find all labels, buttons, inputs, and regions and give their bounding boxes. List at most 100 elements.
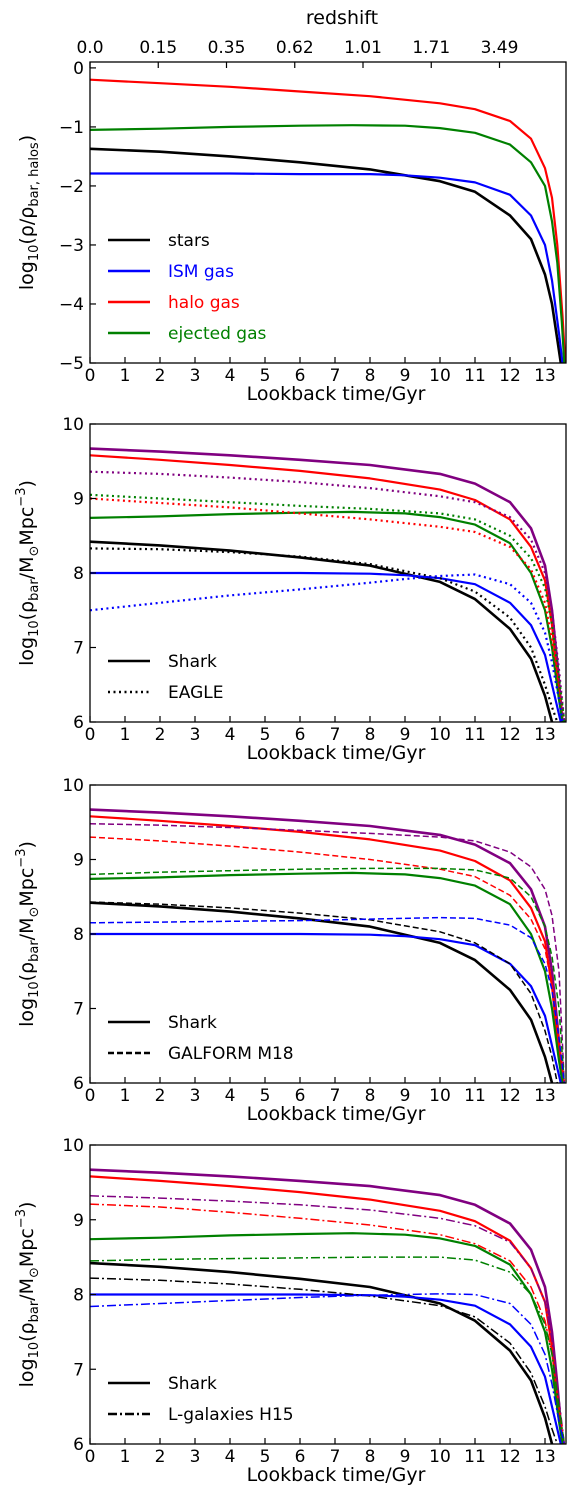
y-tick-label: 0 — [73, 59, 84, 79]
series-line-8 — [90, 493, 566, 722]
legend-label: EAGLE — [168, 683, 223, 703]
series-line-8 — [90, 1256, 566, 1444]
x-tick-label: 1 — [120, 1086, 131, 1106]
y-tick-label: −1 — [59, 118, 84, 138]
x-tick-label: 0 — [85, 725, 96, 745]
x-tick-label: 11 — [464, 725, 486, 745]
series-line-5 — [90, 932, 562, 1083]
x-tick-label: 1 — [120, 725, 131, 745]
legend-label: ejected gas — [168, 324, 267, 344]
series-line-3 — [90, 78, 566, 363]
redshift-tick-label: 3.49 — [481, 38, 519, 58]
series-line-2 — [90, 815, 564, 1083]
x-tick-label: 2 — [155, 725, 166, 745]
series-line-1 — [90, 147, 563, 363]
y-tick-label: 10 — [62, 776, 84, 796]
series-group — [90, 78, 566, 363]
x-tick-label: 9 — [400, 725, 411, 745]
series-line-5 — [90, 1293, 562, 1444]
redshift-tick-label: 0.0 — [76, 38, 103, 58]
x-tick-label: 4 — [225, 725, 236, 745]
top-axis-label: redshift — [306, 7, 378, 29]
series-line-1 — [90, 1168, 564, 1444]
y-tick-label: 6 — [73, 713, 84, 733]
x-tick-label: 0 — [85, 1447, 96, 1467]
series-line-7 — [90, 1203, 566, 1444]
x-axis-label: Lookback time/Gyr — [247, 1464, 426, 1486]
x-tick-label: 8 — [365, 725, 376, 745]
legend: stars ISM gas halo gas ejected gas — [108, 231, 267, 344]
series-group — [90, 447, 566, 722]
series-line-1 — [90, 808, 564, 1083]
plot-frame — [89, 61, 567, 364]
series-line-2 — [90, 454, 564, 722]
redshift-tick-label: 1.71 — [412, 38, 450, 58]
x-tick-label: 7 — [330, 1086, 341, 1106]
y-tick-label: −4 — [59, 295, 84, 315]
series-line-4 — [90, 901, 554, 1083]
x-tick-label: 13 — [534, 366, 556, 386]
y-tick-label: −3 — [59, 236, 84, 256]
legend-label: halo gas — [168, 293, 240, 313]
series-line-2 — [90, 172, 564, 363]
x-tick-label: 10 — [429, 725, 451, 745]
y-tick-label: 6 — [73, 1435, 84, 1455]
y-tick-label: 8 — [73, 1286, 84, 1306]
y-tick-label: 8 — [73, 925, 84, 945]
y-tick-label: 9 — [73, 851, 84, 871]
series-line-3 — [90, 871, 564, 1083]
y-tick-label: 9 — [73, 490, 84, 510]
x-tick-label: 2 — [155, 1447, 166, 1467]
x-tick-label: 12 — [499, 1447, 521, 1467]
x-axis-label: Lookback time/Gyr — [247, 742, 426, 764]
x-tick-label: 4 — [225, 366, 236, 386]
x-tick-label: 5 — [260, 366, 271, 386]
y-axis-label: log10(ρ/ρbar, halos) — [16, 135, 42, 290]
legend: Shark EAGLE — [108, 652, 223, 703]
series-line-9 — [90, 1277, 559, 1444]
x-tick-label: 5 — [260, 725, 271, 745]
x-tick-label: 11 — [464, 366, 486, 386]
series-group — [90, 808, 566, 1083]
legend-label: Shark — [168, 1013, 217, 1033]
series-line-6 — [90, 470, 566, 722]
redshift-tick-label: 0.35 — [208, 38, 246, 58]
x-tick-label: 13 — [534, 1086, 556, 1106]
series-line-9 — [90, 547, 559, 722]
series-line-10 — [90, 1293, 566, 1444]
x-tick-label: 12 — [499, 725, 521, 745]
legend-label: stars — [168, 231, 210, 251]
x-tick-label: 8 — [365, 1447, 376, 1467]
series-line-6 — [90, 822, 566, 1083]
series-line-6 — [90, 1195, 566, 1444]
y-tick-label: 6 — [73, 1074, 84, 1094]
series-line-2 — [90, 1175, 564, 1444]
y-tick-label: −2 — [59, 177, 84, 197]
x-tick-label: 1 — [120, 366, 131, 386]
legend-label: GALFORM M18 — [168, 1044, 294, 1064]
series-line-4 — [90, 540, 554, 722]
legend-label: Shark — [168, 652, 217, 672]
y-tick-label: 10 — [62, 1136, 84, 1156]
legend: Shark L-galaxies H15 — [108, 1374, 294, 1425]
x-axis-label: Lookback time/Gyr — [247, 383, 426, 405]
x-tick-label: 9 — [400, 1447, 411, 1467]
y-tick-label: 8 — [73, 564, 84, 584]
series-line-7 — [90, 497, 566, 722]
x-tick-label: 3 — [190, 725, 201, 745]
x-tick-label: 10 — [429, 366, 451, 386]
x-tick-label: 10 — [429, 1086, 451, 1106]
x-tick-label: 4 — [225, 1086, 236, 1106]
x-tick-label: 7 — [330, 366, 341, 386]
x-tick-label: 10 — [429, 1447, 451, 1467]
legend-label: ISM gas — [168, 262, 234, 282]
x-tick-label: 9 — [400, 1086, 411, 1106]
x-tick-label: 3 — [190, 366, 201, 386]
x-tick-label: 6 — [295, 366, 306, 386]
x-tick-label: 2 — [155, 366, 166, 386]
